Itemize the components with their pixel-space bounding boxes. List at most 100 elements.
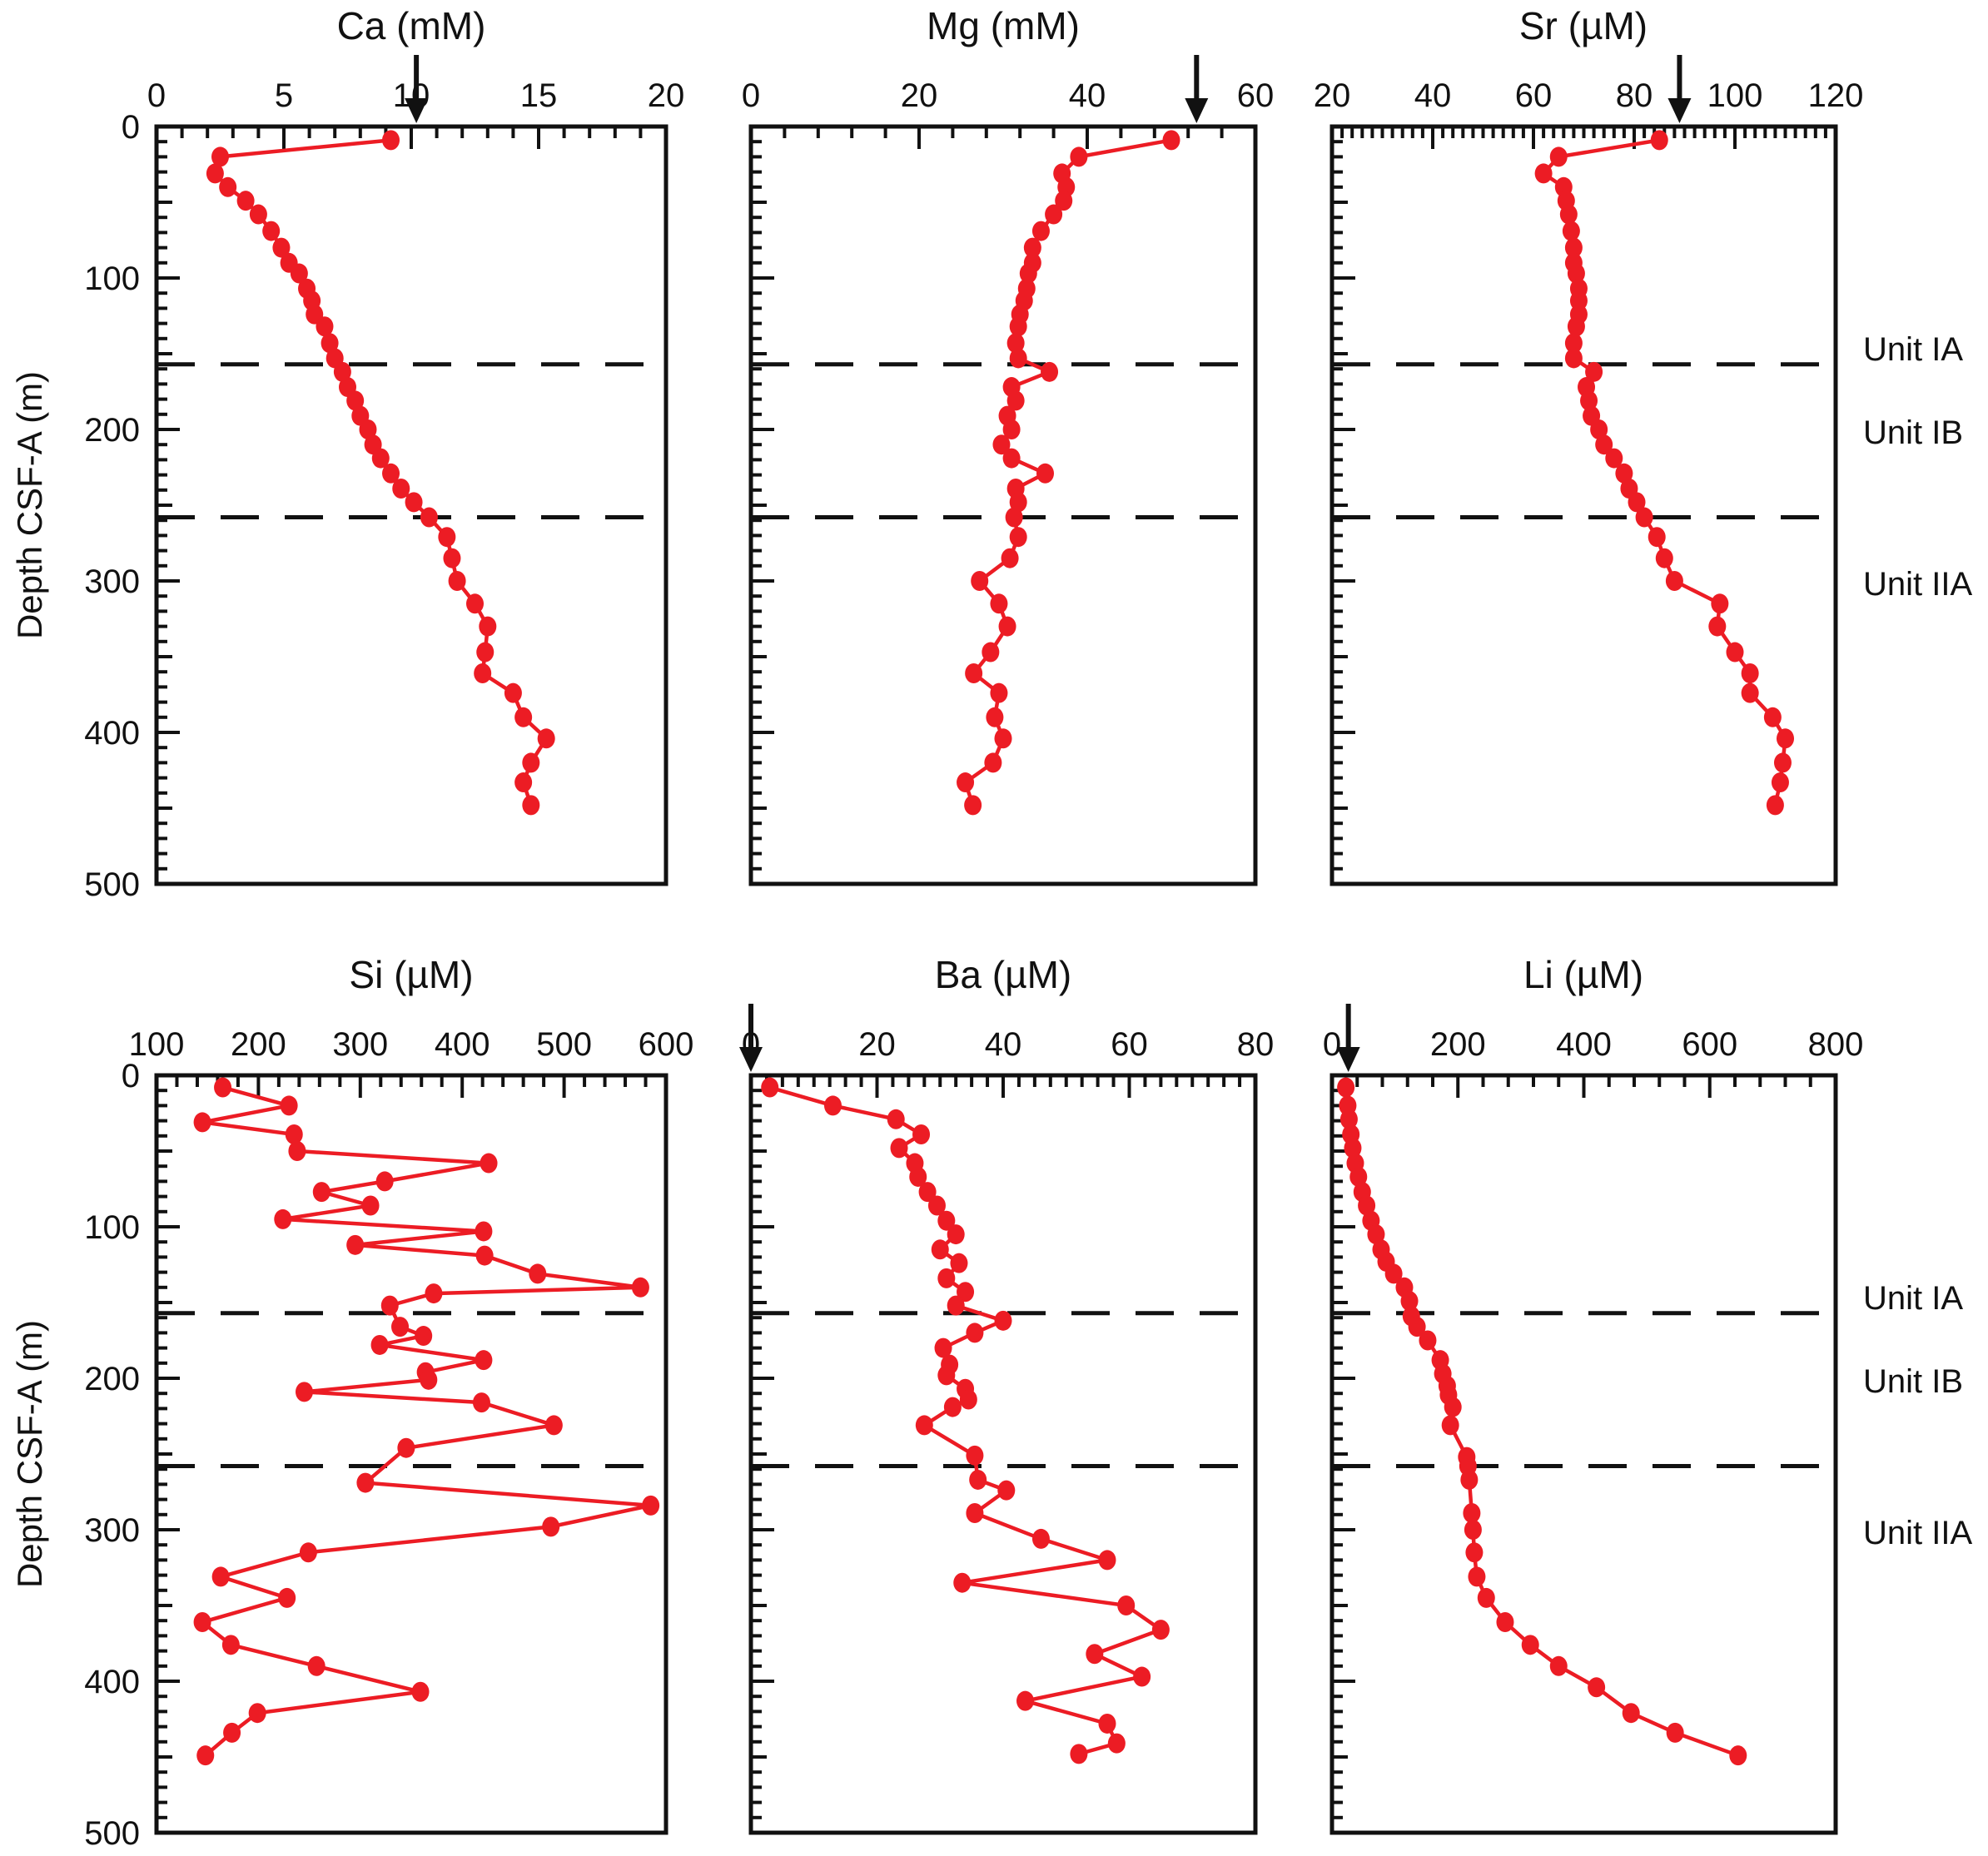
li-panel: 0 200 400 600 800 [1323, 1004, 1864, 1835]
ba-data-point [1086, 1644, 1104, 1665]
mg-data-point [1070, 146, 1088, 167]
sr-data-point [1562, 221, 1580, 241]
ba-xtick-label: 60 [1111, 1026, 1148, 1063]
li-data-point [1729, 1745, 1747, 1766]
mg-data-point [964, 795, 982, 816]
ca-data-point [316, 316, 334, 337]
mg-data-point [998, 616, 1016, 637]
ca-data-point [438, 527, 456, 548]
ba-data-point [823, 1095, 842, 1116]
ca-profile-line [212, 138, 549, 806]
mg-data-point [1009, 316, 1027, 337]
ca-ytick-label: 300 [84, 563, 140, 600]
mg-data-point [1001, 548, 1019, 568]
si-data-point [274, 1208, 292, 1229]
li-data-point [1468, 1566, 1486, 1587]
li-xtick-label: 400 [1556, 1026, 1612, 1063]
mg-data-point [1036, 463, 1054, 484]
unit-ia-label-bottom: Unit IA [1863, 1280, 1964, 1317]
mg-panel: 0 20 40 60 [742, 55, 1274, 886]
li-data-point [1400, 1291, 1419, 1312]
sr-data-point [1605, 448, 1623, 469]
si-xtick-label: 200 [231, 1026, 286, 1063]
ba-data-point [994, 1310, 1012, 1331]
li-data-point [1384, 1263, 1403, 1284]
si-ytick-label: 0 [122, 1058, 140, 1094]
ba-data-point [761, 1077, 779, 1098]
mg-data-point [1006, 333, 1025, 354]
ca-data-point [474, 663, 492, 684]
ca-data-point [333, 361, 351, 382]
si-data-point [375, 1171, 394, 1192]
mg-data-point [1019, 263, 1037, 284]
mg-xtick-label: 0 [742, 77, 760, 114]
mg-data-point [990, 593, 1008, 614]
sr-data-point [1741, 663, 1759, 684]
ba-data-point [966, 1502, 984, 1523]
sr-frame [1329, 124, 1838, 886]
sr-data-point [1559, 204, 1578, 225]
mg-data-point [984, 752, 1002, 773]
li-data-point [1344, 1138, 1362, 1159]
li-xtick-label: 600 [1682, 1026, 1737, 1063]
ba-data-point [931, 1239, 949, 1260]
si-xtick-label: 100 [129, 1026, 185, 1063]
ca-data-point [476, 642, 495, 663]
si-data-point [346, 1234, 365, 1255]
ca-data-point [382, 130, 400, 151]
li-frame [1329, 1073, 1838, 1835]
mg-data-point [1009, 348, 1027, 369]
li-data-point [1358, 1195, 1376, 1216]
ca-xtick-label: 20 [648, 77, 685, 114]
sr-data-point [1771, 772, 1789, 793]
ca-data-point [236, 191, 255, 211]
si-data-point [285, 1124, 303, 1144]
ba-data-point [909, 1166, 927, 1187]
mg-profile-line [962, 138, 1172, 806]
ca-data-point [522, 795, 540, 816]
ca-data-point [392, 478, 410, 499]
ca-data-point [382, 463, 400, 484]
ba-data-point [957, 1282, 975, 1303]
ca-data-point [522, 752, 540, 773]
sr-data-point [1773, 752, 1792, 773]
mg-seawater-arrow [1185, 55, 1209, 123]
si-plot-title: Si (µM) [349, 953, 474, 996]
unit-ia-label-top: Unit IA [1863, 331, 1964, 368]
ba-data-point [1133, 1666, 1151, 1687]
ca-data-point [262, 221, 281, 241]
sr-data-point [1655, 548, 1673, 568]
ca-ytick-label: 200 [84, 412, 140, 449]
li-data-point [1367, 1224, 1385, 1245]
si-data-point [420, 1369, 438, 1390]
sr-data-point [1741, 682, 1759, 703]
si-ytick-label: 400 [84, 1664, 140, 1700]
si-data-point [472, 1392, 490, 1413]
si-data-point [642, 1495, 660, 1516]
sr-xtick-label: 120 [1808, 77, 1864, 114]
sr-data-point [1585, 361, 1603, 382]
sr-data-point [1580, 390, 1598, 411]
mg-data-point [1002, 419, 1021, 439]
mg-data-point [982, 642, 1000, 663]
si-data-point [544, 1415, 563, 1436]
ca-data-point [443, 548, 461, 568]
si-data-point [370, 1334, 389, 1355]
li-data-point [1408, 1317, 1426, 1337]
ba-xtick-label: 80 [1237, 1026, 1275, 1063]
sr-data-point [1567, 263, 1585, 284]
ca-ytick-label: 0 [122, 109, 140, 146]
li-xtick-label: 0 [1323, 1026, 1341, 1063]
ca-data-point [359, 419, 377, 439]
ba-data-point [934, 1337, 952, 1358]
ba-data-point [1098, 1713, 1116, 1734]
ca-data-point [206, 163, 224, 184]
li-xtick-label: 800 [1808, 1026, 1864, 1063]
ba-data-point [947, 1295, 965, 1316]
ca-data-point [504, 682, 522, 703]
sr-panel: 20 40 60 80 100 120 [1314, 55, 1864, 886]
si-data-point [193, 1112, 211, 1133]
li-data-point [1337, 1077, 1355, 1098]
ba-data-point [1117, 1595, 1136, 1615]
si-data-point [214, 1077, 232, 1098]
